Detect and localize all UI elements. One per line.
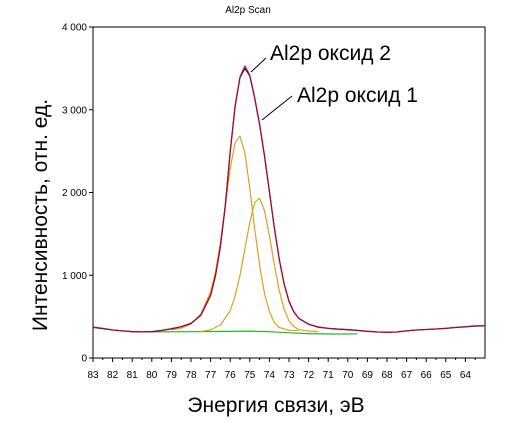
- chart-title: Al2p Scan: [225, 5, 271, 16]
- x-tick-label: 79: [166, 370, 178, 381]
- series-layer: [92, 65, 486, 335]
- x-tick-label: 69: [362, 370, 374, 381]
- x-tick-label: 80: [146, 370, 158, 381]
- x-tick-label: 77: [205, 370, 217, 381]
- component-line-3: [200, 197, 319, 333]
- experimental-line-0: [92, 65, 485, 333]
- x-tick-label: 73: [283, 370, 295, 381]
- x-tick-label: 82: [107, 370, 119, 381]
- x-tick-label: 72: [303, 370, 315, 381]
- y-tick-label: 0: [81, 354, 87, 365]
- x-tick-label: 81: [127, 370, 139, 381]
- x-axis-title: Энергия связи, эВ: [187, 394, 364, 417]
- y-tick-label: 3 000: [62, 105, 87, 116]
- envelope-line-1: [92, 67, 486, 333]
- x-tick-label: 70: [342, 370, 354, 381]
- x-tick-label: 76: [225, 370, 237, 381]
- y-axis-title: Интенсивность, отн. ед.: [29, 99, 52, 331]
- y-tick-label: 1 000: [62, 271, 87, 282]
- annotation-leader-oxide-1: [261, 95, 293, 121]
- x-tick-label: 68: [381, 370, 393, 381]
- x-tick-label: 71: [323, 370, 335, 381]
- x-tick-label: 66: [421, 370, 433, 381]
- component-line-2: [171, 135, 299, 332]
- annotation-leader-oxide-2: [250, 57, 267, 73]
- x-tick-label: 67: [401, 370, 413, 381]
- y-axis-ticks: 0 1 000 2 000 3 000 4 000: [62, 23, 93, 365]
- x-tick-label: 65: [440, 370, 452, 381]
- x-tick-label: 78: [185, 370, 197, 381]
- annotation-oxide-1: Al2p оксид 1: [297, 84, 418, 107]
- y-tick-label: 2 000: [62, 188, 87, 199]
- background-line-4: [151, 330, 358, 335]
- x-tick-label: 83: [87, 370, 99, 381]
- y-tick-label: 4 000: [62, 23, 87, 34]
- x-axis-ticks: 83 82 81 80 79 78 77 76 75 74 73 72 71 70 69 68 67 66 65 64: [87, 358, 476, 381]
- plot-frame: [92, 26, 486, 359]
- x-tick-label: 64: [460, 370, 472, 381]
- x-tick-label: 74: [264, 370, 276, 381]
- annotation-oxide-2: Al2p оксид 2: [270, 42, 391, 65]
- x-tick-label: 75: [244, 370, 256, 381]
